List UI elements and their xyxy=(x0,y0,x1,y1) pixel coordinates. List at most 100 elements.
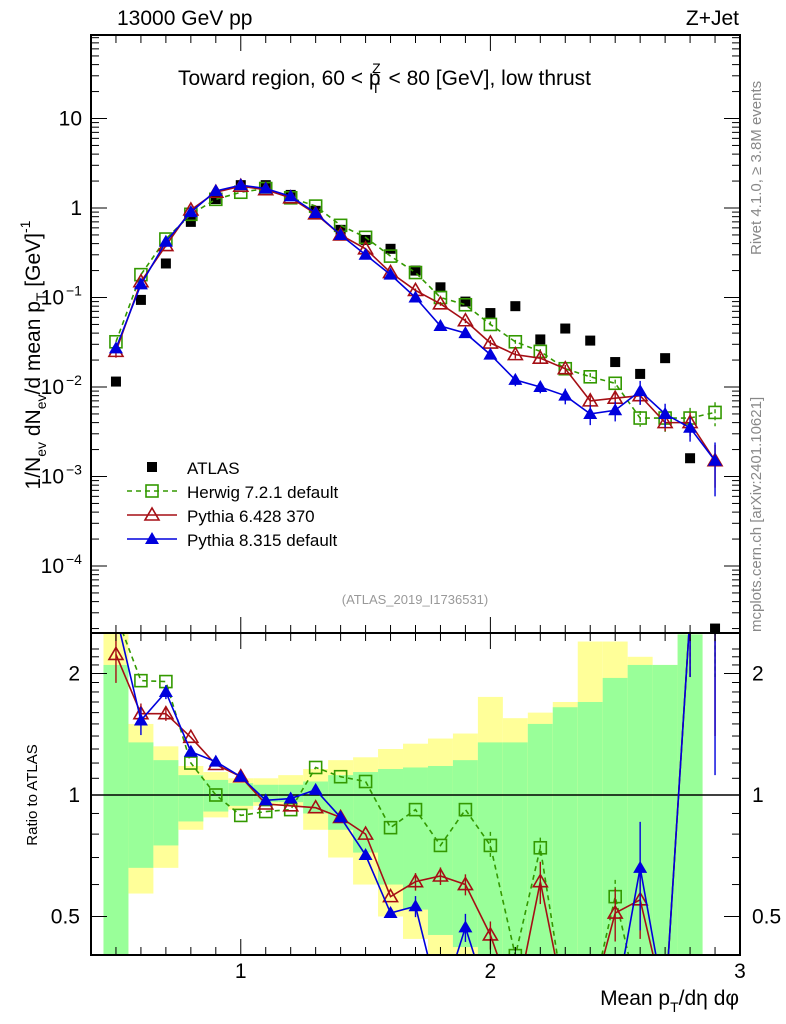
ratio-point-py6 xyxy=(432,867,449,882)
ratio-point-herwig xyxy=(110,609,122,621)
ratio-point-py8 xyxy=(683,608,697,620)
title-sub: T xyxy=(372,80,381,96)
point-herwig xyxy=(408,265,423,280)
point-herwig xyxy=(583,370,598,384)
ratio-y-tick-label-right: 0.5 xyxy=(752,906,781,929)
ratio-point-py8 xyxy=(358,848,373,861)
ratio-point-py8 xyxy=(383,906,398,919)
point-data xyxy=(360,234,371,245)
legend-item-py8: Pythia 8.315 default xyxy=(127,531,338,550)
point-py8 xyxy=(233,178,248,191)
y-axis-label: 1/Nev dNev/d mean pT [GeV]-1 xyxy=(17,220,49,489)
point-py8 xyxy=(458,326,473,339)
y-tick-label: 10 xyxy=(59,108,82,131)
ratio-point-herwig xyxy=(533,840,548,855)
ratio-point-py8 xyxy=(533,999,547,1011)
point-data xyxy=(160,258,171,269)
ratio-point-py6 xyxy=(157,705,175,720)
point-data xyxy=(635,368,646,379)
ratio-point-py6 xyxy=(107,645,125,661)
main-panel-marks xyxy=(107,177,724,633)
y-tick-label: 10 xyxy=(41,376,64,399)
header-right: Z+Jet xyxy=(686,7,739,30)
ratio-point-py8 xyxy=(109,608,123,620)
y-tick-label: 1 xyxy=(70,197,82,220)
ratio-point-herwig xyxy=(134,673,148,688)
point-py6 xyxy=(457,312,474,327)
title-sup: Z xyxy=(372,60,381,76)
ratio-point-herwig xyxy=(709,609,721,621)
band-stat xyxy=(103,664,129,955)
point-data xyxy=(660,353,671,364)
series-line-py8 xyxy=(115,184,716,462)
point-py8 xyxy=(608,403,623,416)
y-tick-exponent: −4 xyxy=(66,551,82,567)
ratio-point-py8 xyxy=(258,793,273,806)
legend-item-herwig: Herwig 7.2.1 default xyxy=(127,483,338,502)
series-marks xyxy=(107,177,724,1011)
x-tick-label: 1 xyxy=(235,960,247,983)
ratio-point-herwig xyxy=(684,609,696,621)
legend-label: Pythia 6.428 370 xyxy=(187,507,315,526)
point-py8 xyxy=(508,372,523,385)
ratio-point-py8 xyxy=(708,608,722,620)
point-py8 xyxy=(708,453,723,466)
ratio-point-py8 xyxy=(133,713,148,726)
series-line-py6 xyxy=(115,185,716,462)
ratio-uncertainty-bands xyxy=(91,633,740,955)
ratio-point-py6 xyxy=(583,999,597,1011)
side-label-mcplots: mcplots.cern.ch [arXiv:2401.10621] xyxy=(748,397,765,632)
ratio-point-py8 xyxy=(483,999,497,1011)
legend: ATLAS Herwig 7.2.1 default Pythia 6.428 37… xyxy=(127,459,338,550)
point-py8 xyxy=(558,388,573,401)
legend-marker xyxy=(143,506,161,521)
point-py8 xyxy=(133,277,148,290)
point-py8 xyxy=(583,406,598,419)
ratio-point-herwig xyxy=(433,838,448,853)
side-label-rivet: Rivet 4.1.0, ≥ 3.8M events xyxy=(748,81,765,255)
legend-label: Pythia 8.315 default xyxy=(187,531,338,550)
point-py8 xyxy=(383,267,398,280)
band-stat xyxy=(153,760,179,846)
ratio-point-py8 xyxy=(633,860,648,873)
y-tick-exponent: −3 xyxy=(66,462,82,478)
point-data xyxy=(410,265,421,276)
ratio-point-py8 xyxy=(508,999,522,1011)
ratio-y-axis-label: Ratio to ATLAS xyxy=(24,744,41,845)
point-data xyxy=(535,334,546,345)
ratio-panel-marks xyxy=(107,608,722,1011)
point-herwig xyxy=(458,297,473,312)
ratio-point-py8 xyxy=(233,769,248,782)
point-data xyxy=(135,294,146,305)
point-data xyxy=(585,335,596,346)
plot-title: Toward region, 60 < pTZ < 80 [GeV], low … xyxy=(178,60,591,96)
band-stat xyxy=(427,765,453,935)
ratio-point-py6 xyxy=(457,875,474,891)
band-stat xyxy=(128,742,154,868)
point-py8 xyxy=(658,406,673,419)
point-data xyxy=(685,453,696,464)
legend-label: ATLAS xyxy=(187,459,240,478)
point-data xyxy=(110,376,121,387)
ratio-y-tick-label-right: 2 xyxy=(752,663,764,686)
legend-marker xyxy=(145,532,159,544)
point-data xyxy=(460,296,471,307)
point-data xyxy=(385,243,396,254)
ratio-point-py6 xyxy=(182,728,200,744)
point-herwig xyxy=(483,317,498,332)
band-stat xyxy=(502,742,528,955)
ratio-point-py8 xyxy=(308,782,323,795)
point-py8 xyxy=(333,227,348,240)
ratio-y-tick-label: 1 xyxy=(68,784,80,807)
ratio-point-py6 xyxy=(382,888,399,903)
ratio-point-py6 xyxy=(531,873,549,888)
analysis-id: (ATLAS_2019_I1736531) xyxy=(342,592,488,607)
ratio-point-py6 xyxy=(558,999,572,1011)
series-line-herwig xyxy=(115,187,716,419)
ratio-point-herwig xyxy=(209,788,223,802)
ratio-point-py6 xyxy=(407,873,424,888)
legend-marker xyxy=(145,484,159,498)
point-py8 xyxy=(683,420,698,433)
ratio-point-herwig xyxy=(333,769,348,784)
point-data xyxy=(510,301,521,312)
